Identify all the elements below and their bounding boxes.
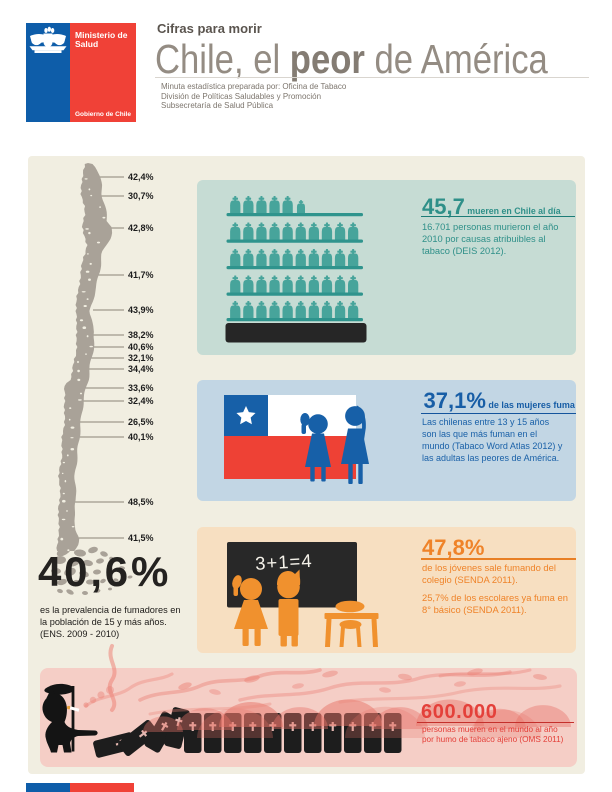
svg-text:3+1=4: 3+1=4 (255, 550, 314, 574)
